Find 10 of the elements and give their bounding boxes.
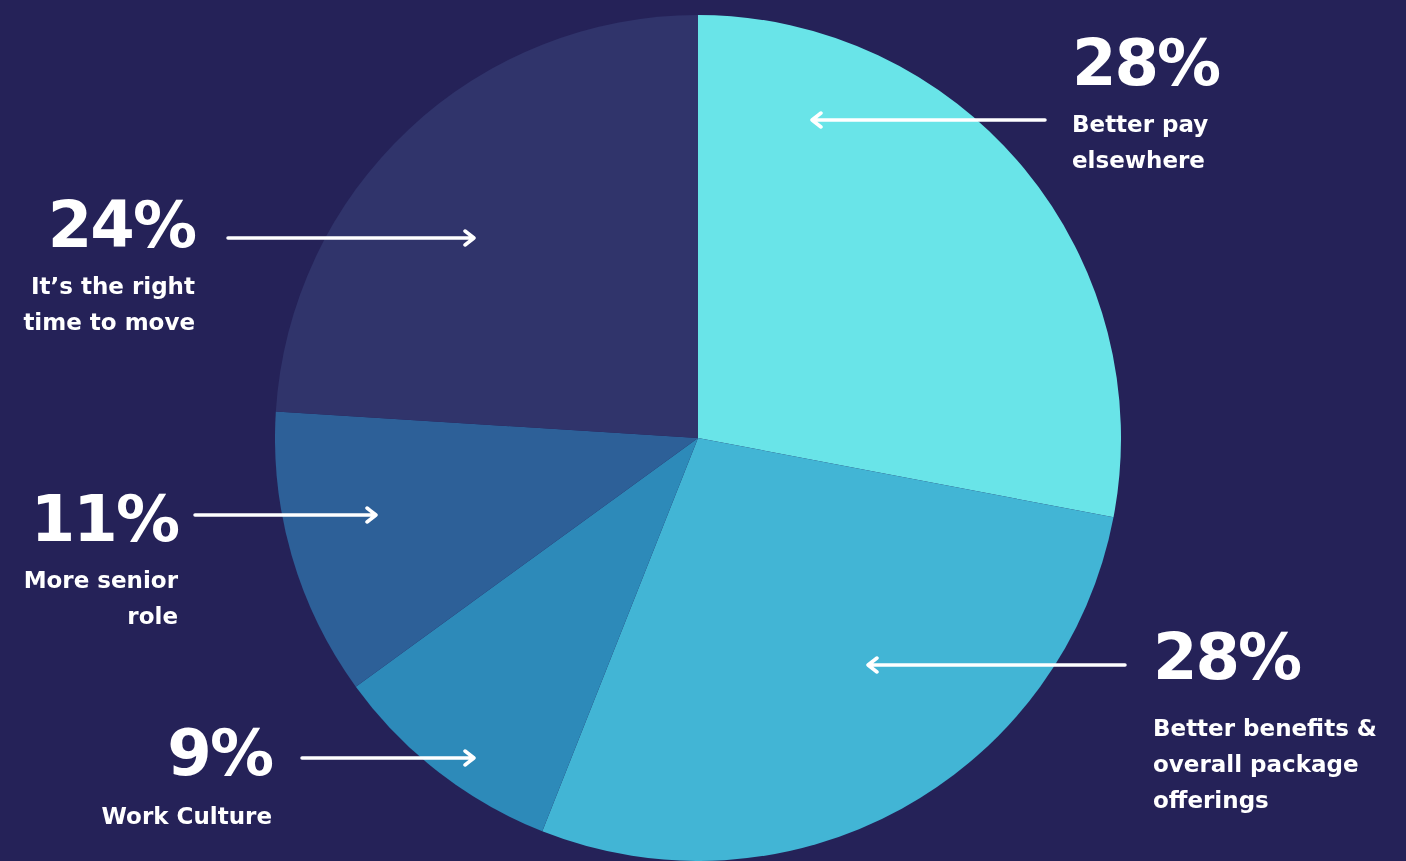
slice-label: More senior role — [22, 566, 178, 631]
data-label: 28% — [1072, 26, 1221, 100]
data-label: 28% — [1153, 620, 1302, 694]
data-label: 9% — [166, 716, 272, 790]
slice-label: Better benefits & overall package offerings — [1153, 714, 1378, 815]
data-label: 11% — [29, 482, 178, 556]
slice-label: Work Culture — [100, 802, 272, 831]
slice-label: It’s the right time to move — [22, 272, 195, 337]
slice-label: Better pay elsewhere — [1072, 110, 1210, 175]
data-label: 24% — [46, 188, 195, 262]
